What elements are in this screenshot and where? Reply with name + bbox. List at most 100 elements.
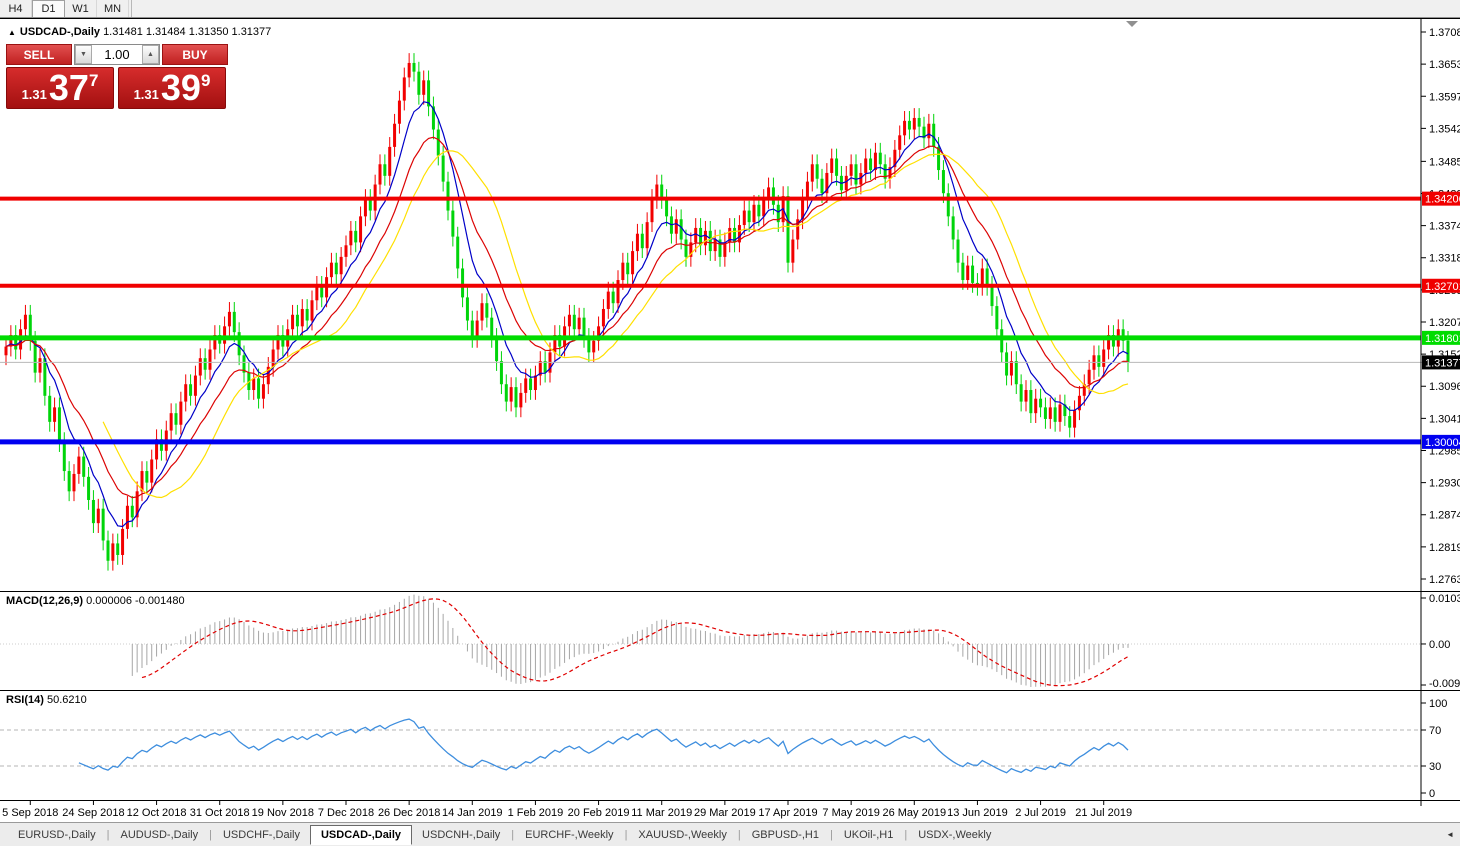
- chart-tab-audusd-daily[interactable]: AUDUSD-,Daily: [120, 828, 199, 841]
- svg-text:11 Mar 2019: 11 Mar 2019: [631, 807, 692, 819]
- chart-shift-marker-icon[interactable]: [1126, 21, 1138, 27]
- price-tag: [1422, 191, 1460, 206]
- timeframe-button-mn[interactable]: MN: [97, 0, 129, 17]
- sell-price-sup: 7: [88, 71, 99, 90]
- svg-text:26 Dec 2018: 26 Dec 2018: [378, 807, 440, 819]
- svg-text:1.33740: 1.33740: [1429, 221, 1460, 233]
- svg-text:1.36530: 1.36530: [1429, 59, 1460, 71]
- price-tag: [1422, 434, 1460, 449]
- svg-text:1.33185: 1.33185: [1429, 253, 1460, 265]
- svg-text:100: 100: [1429, 698, 1447, 710]
- macd-title: MACD(12,26,9) 0.000006 -0.001480: [6, 595, 185, 607]
- volume-increase-icon[interactable]: ▲: [142, 45, 159, 64]
- price-chart-canvas[interactable]: 1.37085 1.36530 1.35975 1.35420 1.34850 1.342…: [0, 19, 1460, 592]
- svg-text:21 Jul 2019: 21 Jul 2019: [1075, 807, 1132, 819]
- svg-text:7 Dec 2018: 7 Dec 2018: [318, 807, 374, 819]
- svg-text:19 Nov 2018: 19 Nov 2018: [252, 807, 314, 819]
- chart-ohlc-values: 1.31481 1.31484 1.31350 1.31377: [103, 26, 272, 38]
- chart-tab-xauusd-weekly[interactable]: XAUUSD-,Weekly: [638, 828, 727, 841]
- svg-text:1.27635: 1.27635: [1429, 574, 1460, 586]
- timeframe-button-h4[interactable]: H4: [0, 0, 32, 17]
- svg-text:1.34206: 1.34206: [1425, 194, 1460, 206]
- rsi-title: RSI(14) 50.6210: [6, 694, 87, 706]
- tab-separator: |: [904, 828, 908, 841]
- buy-price-prefix: 1.31: [133, 87, 159, 102]
- sell-button[interactable]: SELL: [6, 44, 72, 65]
- chart-tab-gbpusd-h1[interactable]: GBPUSD-,H1: [751, 828, 819, 841]
- chart-tab-eurusd-daily[interactable]: EURUSD-,Daily: [18, 828, 96, 841]
- svg-text:1.30965: 1.30965: [1429, 381, 1460, 393]
- main-chart-panel[interactable]: 1.37085 1.36530 1.35975 1.35420 1.34850 1.342…: [0, 18, 1460, 592]
- svg-text:1.37085: 1.37085: [1429, 27, 1460, 39]
- svg-text:26 May 2019: 26 May 2019: [882, 807, 946, 819]
- svg-text:1.28745: 1.28745: [1429, 510, 1460, 522]
- tab-separator: |: [737, 828, 741, 841]
- chart-tab-usdx-weekly[interactable]: USDX-,Weekly: [918, 828, 992, 841]
- chart-tab-usdchf-daily[interactable]: USDCHF-,Daily: [222, 828, 300, 841]
- svg-text:1.34850: 1.34850: [1429, 156, 1460, 168]
- svg-text:1.29300: 1.29300: [1429, 478, 1460, 490]
- svg-text:1.30410: 1.30410: [1429, 413, 1460, 425]
- tab-separator: |: [511, 828, 515, 841]
- svg-text:20 Feb 2019: 20 Feb 2019: [568, 807, 630, 819]
- svg-text:17 Apr 2019: 17 Apr 2019: [758, 807, 817, 819]
- svg-text:29 Mar 2019: 29 Mar 2019: [694, 807, 756, 819]
- buy-price-big: 39: [160, 67, 201, 108]
- date-axis: 5 Sep 2018 24 Sep 2018 12 Oct 2018 31 Oct 2…: [0, 800, 1460, 822]
- svg-text:0.00: 0.00: [1429, 639, 1450, 651]
- volume-decrease-icon[interactable]: ▼: [75, 45, 92, 64]
- tab-scroll-left-icon[interactable]: ◄: [1446, 830, 1454, 839]
- tab-separator: |: [829, 828, 833, 841]
- toolbar-separator: [131, 0, 132, 17]
- tab-separator: |: [106, 828, 110, 841]
- sell-price-prefix: 1.31: [21, 87, 47, 102]
- chart-tab-usdcad-daily[interactable]: USDCAD-,Daily: [309, 824, 413, 845]
- price-tag: [1422, 278, 1460, 293]
- timeframe-toolbar: H4 D1 W1 MN: [0, 0, 1460, 18]
- svg-text:13 Jun 2019: 13 Jun 2019: [947, 807, 1008, 819]
- chart-header: ▲ USDCAD-,Daily 1.31481 1.31484 1.31350 1…: [8, 26, 271, 38]
- tab-separator: |: [209, 828, 212, 841]
- buy-button[interactable]: BUY: [162, 44, 228, 65]
- svg-text:1.30004: 1.30004: [1425, 437, 1460, 449]
- timeframe-button-w1[interactable]: W1: [65, 0, 97, 17]
- chart-tab-bar: EURUSD-,Daily | AUDUSD-,Daily | USDCHF-,Dail…: [0, 822, 1460, 846]
- chart-symbol-label: USDCAD-,Daily: [19, 26, 100, 38]
- svg-text:1 Feb 2019: 1 Feb 2019: [508, 807, 564, 819]
- svg-text:1.31377: 1.31377: [1425, 357, 1460, 369]
- buy-price-box[interactable]: 1.31 39 9: [118, 67, 226, 109]
- svg-text:7 May 2019: 7 May 2019: [822, 807, 879, 819]
- svg-text:0.010311: 0.010311: [1429, 593, 1460, 605]
- tab-separator: |: [624, 828, 628, 841]
- chart-tab-eurchf-weekly[interactable]: EURCHF-,Weekly: [525, 828, 614, 841]
- svg-text:-0.009203: -0.009203: [1429, 678, 1460, 690]
- rsi-panel[interactable]: 100 70 30 0 RSI(14) 50.6210: [0, 690, 1460, 801]
- timeframe-button-d1[interactable]: D1: [32, 0, 65, 17]
- one-click-trade-panel: SELL ▼ 1.00 ▲ BUY 1.31 37 7 1.31 39 9: [6, 44, 228, 109]
- sell-price-box[interactable]: 1.31 37 7: [6, 67, 114, 109]
- svg-text:1.28190: 1.28190: [1429, 542, 1460, 554]
- chart-tab-ukoil-h1[interactable]: UKOil-,H1: [843, 828, 894, 841]
- svg-text:31 Oct 2018: 31 Oct 2018: [190, 807, 250, 819]
- svg-text:1.35420: 1.35420: [1429, 123, 1460, 135]
- rsi-canvas[interactable]: 100 70 30 0: [0, 691, 1460, 801]
- price-tag: [1422, 330, 1460, 345]
- chart-tab-usdcnh-daily[interactable]: USDCNH-,Daily: [422, 828, 501, 841]
- macd-panel[interactable]: 0.010311 0.00 -0.009203 MACD(12,26,9) 0.00…: [0, 591, 1460, 691]
- collapse-icon[interactable]: ▲: [8, 28, 16, 37]
- svg-text:14 Jan 2019: 14 Jan 2019: [442, 807, 503, 819]
- price-tag: [1422, 355, 1460, 370]
- macd-canvas[interactable]: 0.010311 0.00 -0.009203: [0, 592, 1460, 691]
- svg-text:5 Sep 2018: 5 Sep 2018: [2, 807, 58, 819]
- svg-text:70: 70: [1429, 725, 1441, 737]
- sell-price-big: 37: [48, 67, 89, 108]
- volume-input[interactable]: 1.00: [104, 47, 130, 62]
- buy-price-sup: 9: [200, 71, 211, 90]
- svg-text:24 Sep 2018: 24 Sep 2018: [62, 807, 124, 819]
- svg-text:2 Jul 2019: 2 Jul 2019: [1015, 807, 1066, 819]
- svg-text:0: 0: [1429, 788, 1435, 800]
- svg-text:30: 30: [1429, 761, 1441, 773]
- svg-text:12 Oct 2018: 12 Oct 2018: [127, 807, 187, 819]
